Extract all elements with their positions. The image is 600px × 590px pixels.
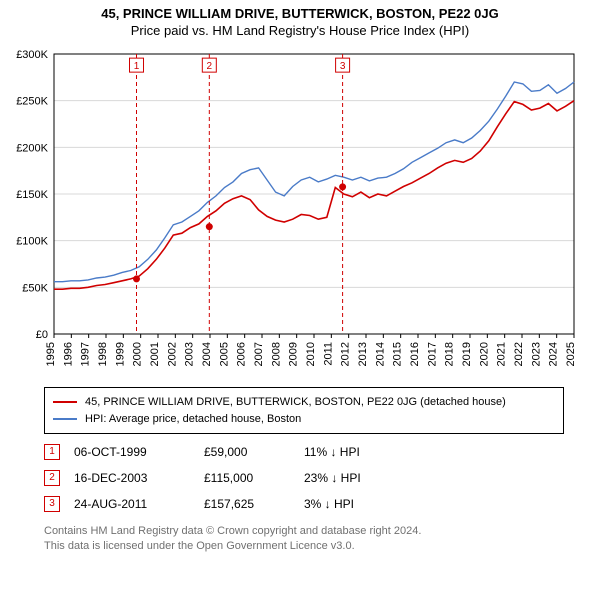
event-price: £115,000 — [204, 471, 304, 485]
svg-text:2004: 2004 — [201, 342, 213, 366]
svg-text:2006: 2006 — [236, 342, 248, 366]
svg-text:2024: 2024 — [548, 342, 560, 366]
legend-item: HPI: Average price, detached house, Bost… — [53, 411, 555, 428]
svg-text:£200K: £200K — [16, 142, 48, 154]
svg-text:2007: 2007 — [253, 342, 265, 366]
footnote-line: This data is licensed under the Open Gov… — [44, 539, 564, 554]
svg-text:2023: 2023 — [530, 342, 542, 366]
event-badge: 1 — [44, 444, 60, 460]
event-date: 24-AUG-2011 — [74, 497, 204, 511]
event-delta: 23% ↓ HPI — [304, 471, 424, 485]
legend-label: HPI: Average price, detached house, Bost… — [85, 411, 301, 428]
svg-text:2003: 2003 — [184, 342, 196, 366]
svg-text:2025: 2025 — [565, 342, 577, 366]
svg-text:£250K: £250K — [16, 96, 48, 108]
svg-text:£300K: £300K — [16, 49, 48, 61]
event-badge: 2 — [44, 470, 60, 486]
svg-text:2014: 2014 — [374, 342, 386, 366]
event-price: £157,625 — [204, 497, 304, 511]
legend-item: 45, PRINCE WILLIAM DRIVE, BUTTERWICK, BO… — [53, 394, 555, 411]
svg-text:2015: 2015 — [392, 342, 404, 366]
svg-text:2011: 2011 — [322, 342, 334, 366]
svg-text:2002: 2002 — [166, 342, 178, 366]
legend-label: 45, PRINCE WILLIAM DRIVE, BUTTERWICK, BO… — [85, 394, 506, 411]
event-delta: 11% ↓ HPI — [304, 445, 424, 459]
svg-text:1998: 1998 — [97, 342, 109, 366]
svg-text:2001: 2001 — [149, 342, 161, 366]
svg-text:2017: 2017 — [426, 342, 438, 366]
svg-text:2022: 2022 — [513, 342, 525, 366]
svg-text:2013: 2013 — [357, 342, 369, 366]
svg-text:1: 1 — [134, 61, 140, 72]
svg-text:1995: 1995 — [45, 342, 57, 366]
svg-text:2019: 2019 — [461, 342, 473, 366]
svg-text:£150K: £150K — [16, 189, 48, 201]
svg-text:2016: 2016 — [409, 342, 421, 366]
event-date: 06-OCT-1999 — [74, 445, 204, 459]
svg-text:2010: 2010 — [305, 342, 317, 366]
svg-text:1997: 1997 — [80, 342, 92, 366]
svg-text:1999: 1999 — [114, 342, 126, 366]
events-table: 1 06-OCT-1999 £59,000 11% ↓ HPI 2 16-DEC… — [44, 444, 564, 512]
svg-text:£0: £0 — [36, 329, 48, 341]
svg-text:2021: 2021 — [496, 342, 508, 366]
event-badge: 3 — [44, 496, 60, 512]
footnote: Contains HM Land Registry data © Crown c… — [44, 524, 564, 554]
svg-text:2005: 2005 — [218, 342, 230, 366]
svg-text:2: 2 — [207, 61, 213, 72]
svg-text:2008: 2008 — [270, 342, 282, 366]
svg-text:2018: 2018 — [444, 342, 456, 366]
chart-title-main: 45, PRINCE WILLIAM DRIVE, BUTTERWICK, BO… — [0, 0, 600, 21]
svg-text:2000: 2000 — [132, 342, 144, 366]
svg-text:£100K: £100K — [16, 236, 48, 248]
svg-text:2009: 2009 — [288, 342, 300, 366]
legend: 45, PRINCE WILLIAM DRIVE, BUTTERWICK, BO… — [44, 387, 564, 434]
svg-text:£50K: £50K — [22, 282, 48, 294]
event-delta: 3% ↓ HPI — [304, 497, 424, 511]
chart-title-sub: Price paid vs. HM Land Registry's House … — [0, 21, 600, 38]
svg-text:1996: 1996 — [62, 342, 74, 366]
footnote-line: Contains HM Land Registry data © Crown c… — [44, 524, 564, 539]
chart-area: £0 £50K £100K £150K £200K £250K £300K 1995 1996 1… — [10, 46, 590, 381]
svg-text:3: 3 — [340, 61, 346, 72]
event-price: £59,000 — [204, 445, 304, 459]
svg-text:2012: 2012 — [340, 342, 352, 366]
legend-swatch — [53, 418, 77, 420]
event-date: 16-DEC-2003 — [74, 471, 204, 485]
line-chart: £0 £50K £100K £150K £200K £250K £300K 1995 1996 1… — [10, 46, 590, 376]
svg-text:2020: 2020 — [478, 342, 490, 366]
legend-swatch — [53, 401, 77, 403]
